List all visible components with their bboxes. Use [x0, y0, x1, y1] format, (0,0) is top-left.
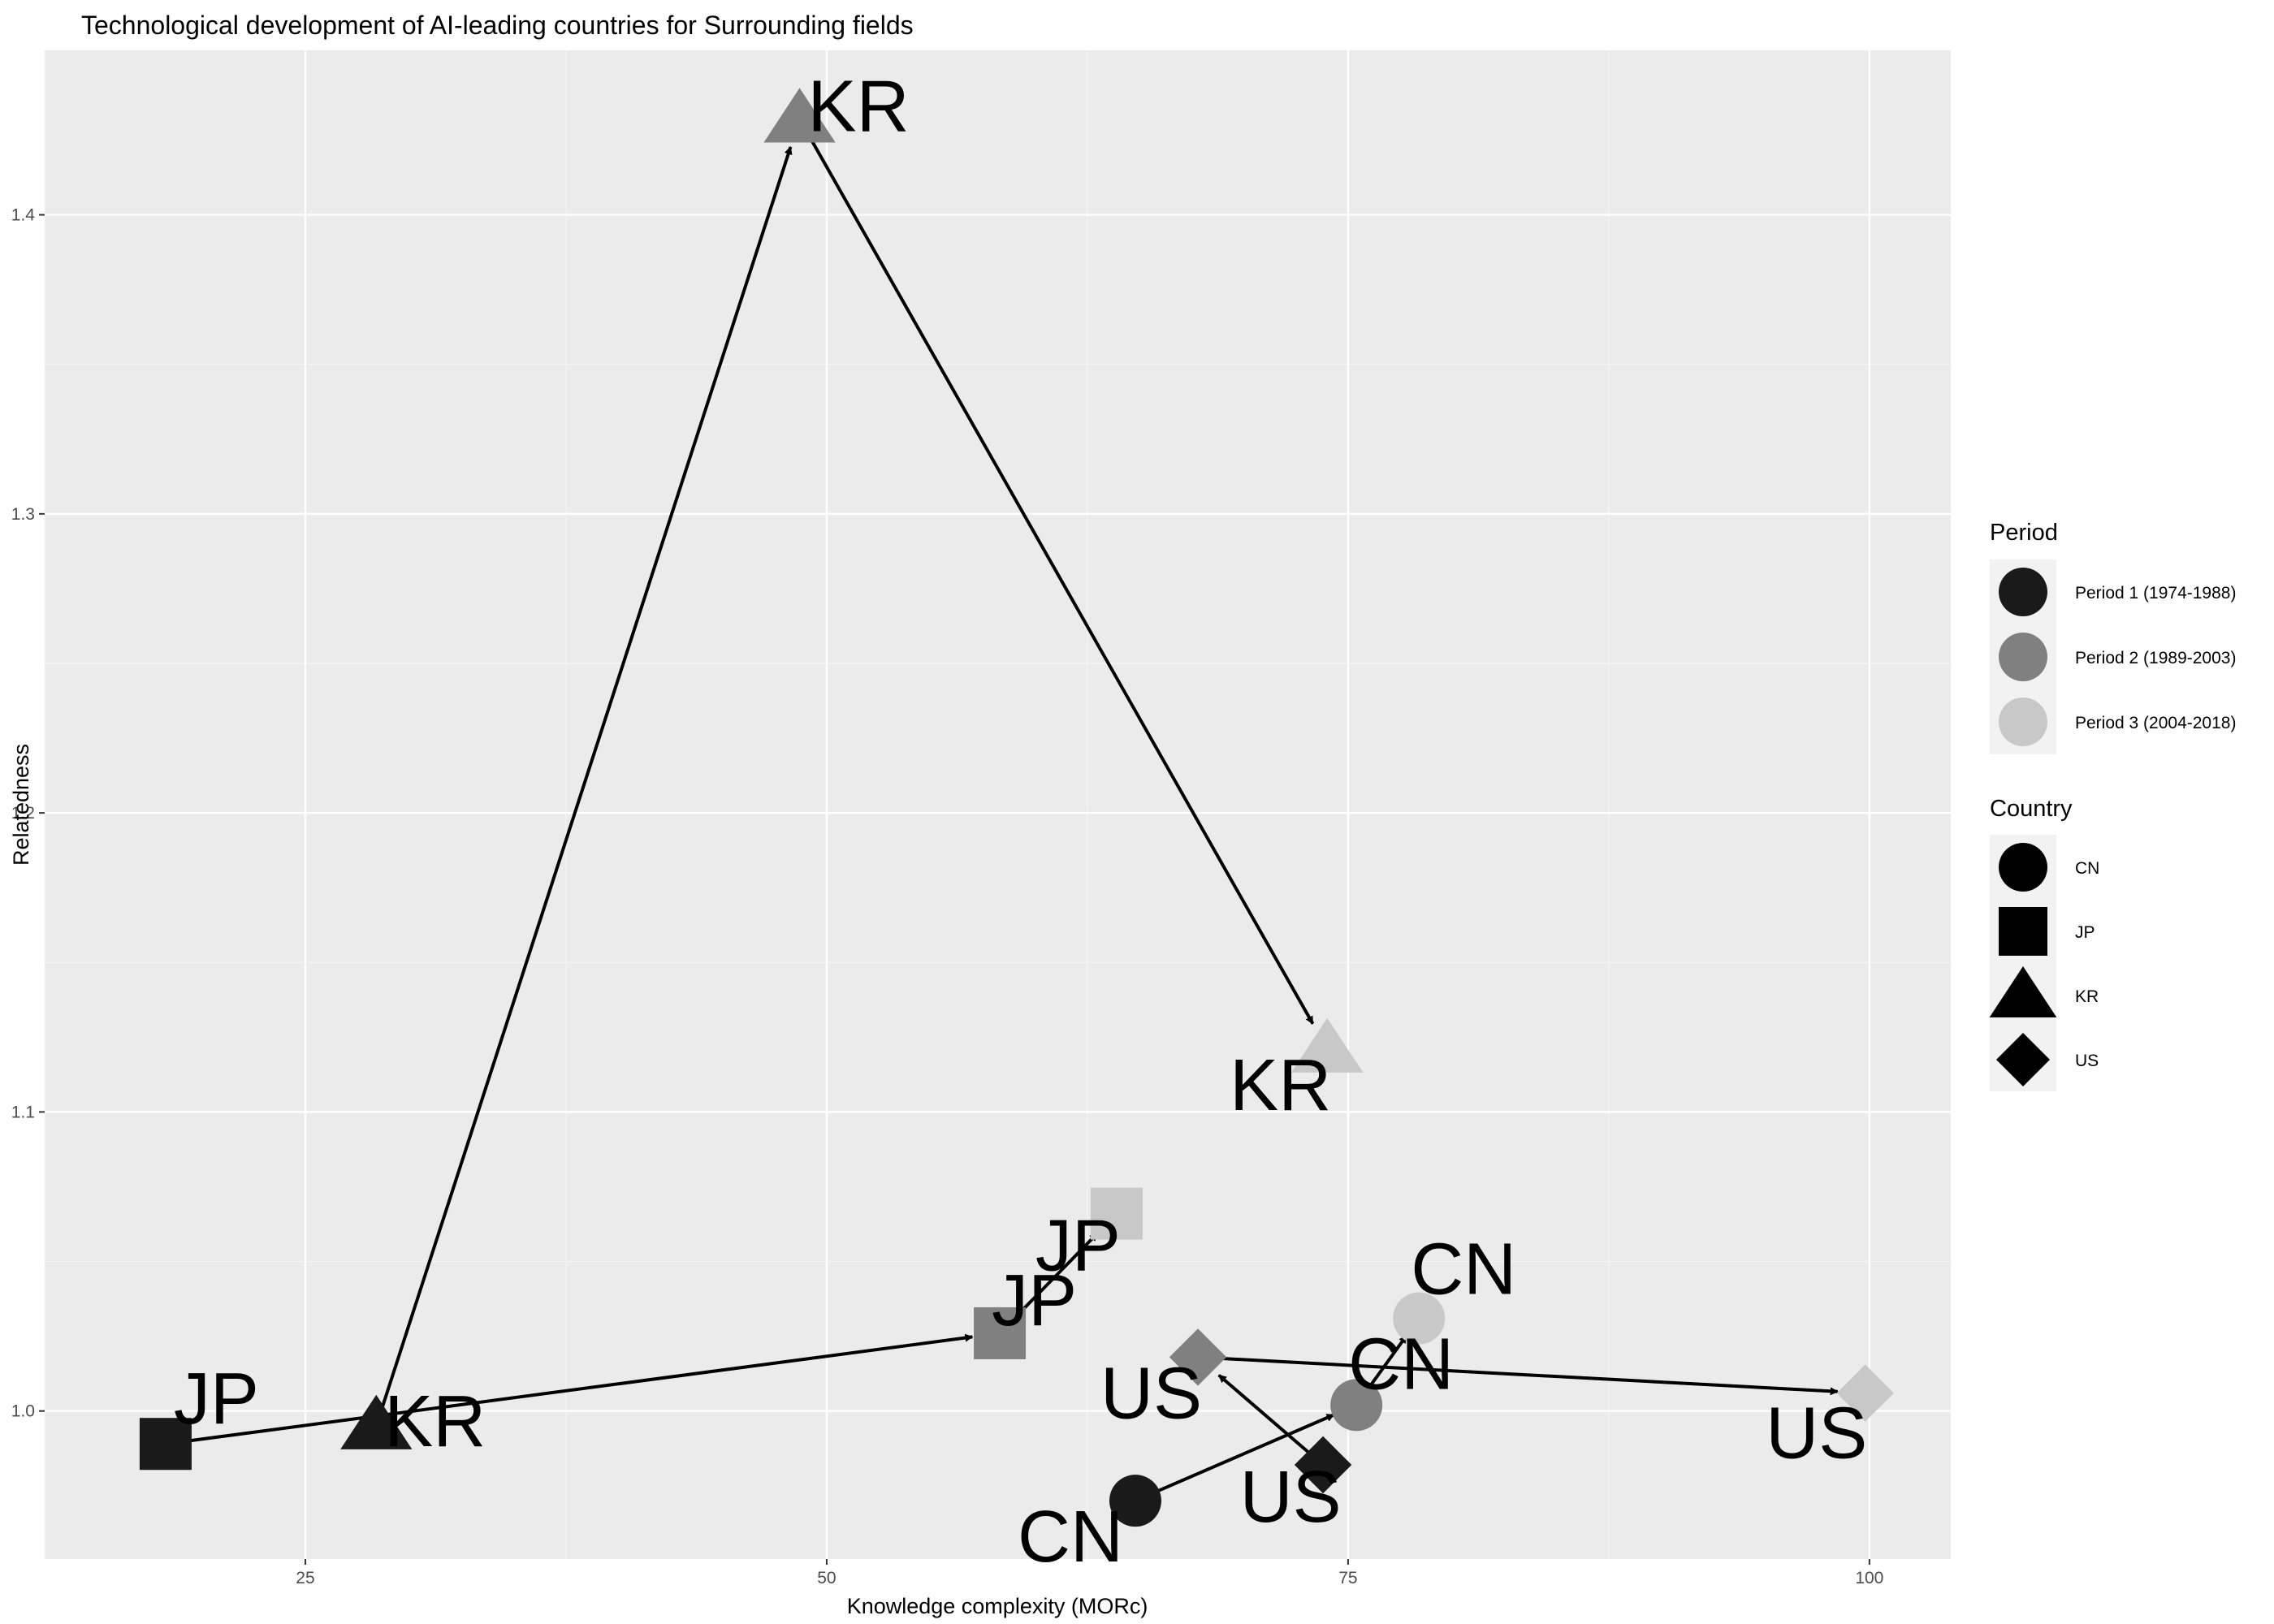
data-points	[139, 88, 1894, 1527]
grid-lines	[44, 50, 1951, 1559]
point-label: KR	[808, 67, 910, 148]
x-tick-label: 75	[1338, 1569, 1357, 1587]
point-label: KR	[1230, 1045, 1331, 1126]
point-label: US	[1100, 1353, 1202, 1434]
y-tick-label: 1.4	[11, 206, 36, 225]
axis-ticks: 25 50 75 100 1.0 1.1 1.2 1.3 1.4	[11, 206, 1884, 1587]
legend-label-period: Period 3 (2004-2018)	[2075, 714, 2236, 732]
legend-label-country: CN	[2075, 859, 2099, 878]
trajectory-arrow-us	[1197, 1355, 1839, 1396]
point-label: JP	[174, 1358, 259, 1440]
point-kr-p2	[763, 88, 836, 143]
legend-country-items: CN JP KR US	[1989, 835, 2099, 1091]
x-tick-label: 50	[817, 1569, 836, 1587]
legend-label-period: Period 2 (1989-2003)	[2075, 649, 2236, 667]
point-jp-p2	[974, 1307, 1027, 1359]
legend-key-us	[1996, 1033, 2050, 1086]
trajectory-arrows	[165, 118, 1839, 1503]
legend-title-country: Country	[1990, 796, 2073, 822]
y-tick-label: 1.3	[11, 505, 35, 524]
point-cn-p2	[1330, 1379, 1383, 1432]
trajectory-arrow-kr	[798, 118, 1315, 1025]
legend-label-country: JP	[2075, 923, 2095, 942]
point-kr-p3	[1291, 1017, 1364, 1073]
y-tick-label: 1.1	[11, 1103, 35, 1121]
legend-key-jp	[1999, 907, 2047, 956]
legend-key-p3	[1999, 698, 2047, 746]
x-tick-label: 100	[1855, 1569, 1883, 1587]
trajectory-arrow-kr	[374, 146, 793, 1427]
legend: Period Period 1 (1974-1988) Period 2 (198…	[1989, 520, 2236, 1091]
point-label: JP	[1035, 1206, 1121, 1287]
trajectory-arrow-us	[1217, 1374, 1325, 1466]
legend-key-p1	[1999, 568, 2047, 616]
point-cn-p1	[1109, 1475, 1161, 1527]
legend-key-p2	[1999, 633, 2047, 681]
trajectory-arrow-cn	[1135, 1413, 1335, 1503]
point-label: US	[1240, 1457, 1342, 1538]
trajectory-arrow-jp	[165, 1333, 974, 1446]
legend-key-kr	[1989, 966, 2057, 1017]
x-tick-label: 25	[296, 1569, 314, 1587]
point-us-p1	[1294, 1436, 1352, 1494]
legend-label-country: KR	[2075, 987, 2099, 1006]
point-label: CN	[1348, 1324, 1454, 1405]
legend-title-period: Period	[1990, 520, 2058, 546]
chart-title: Technological development of AI-leading …	[81, 11, 914, 40]
y-tick-label: 1.0	[11, 1402, 35, 1421]
point-label: CN	[1018, 1497, 1123, 1578]
legend-label-period: Period 1 (1974-1988)	[2075, 584, 2236, 603]
point-jp-p1	[139, 1418, 192, 1471]
x-axis-title: Knowledge complexity (MORc)	[847, 1594, 1148, 1618]
point-label: US	[1766, 1393, 1867, 1475]
y-tick-label: 1.2	[11, 804, 35, 823]
point-label: KR	[384, 1381, 486, 1462]
legend-period-items: Period 1 (1974-1988) Period 2 (1989-2003)…	[1990, 559, 2236, 754]
point-jp-p3	[1090, 1187, 1143, 1240]
point-us-p3	[1836, 1364, 1894, 1422]
point-us-p2	[1169, 1328, 1227, 1386]
legend-label-country: US	[2075, 1052, 2099, 1070]
point-label: JP	[992, 1260, 1077, 1341]
point-kr-p1	[340, 1394, 413, 1449]
legend-key-cn	[1999, 843, 2047, 892]
y-axis-title: Relatedness	[9, 744, 33, 866]
point-label: CN	[1411, 1229, 1516, 1311]
point-cn-p3	[1393, 1292, 1446, 1345]
